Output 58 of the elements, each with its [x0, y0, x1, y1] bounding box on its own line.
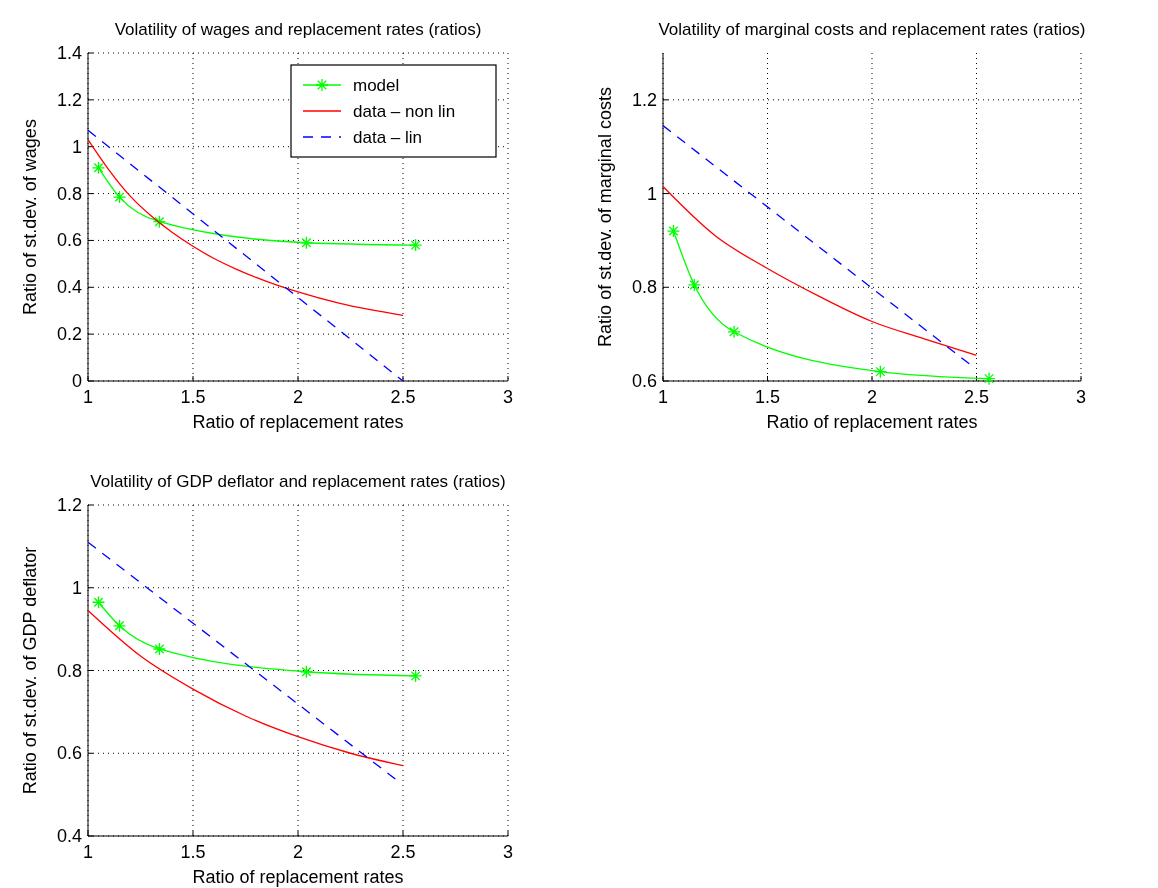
- line-series: [662, 185, 978, 356]
- y-tick-label: 0.8: [631, 277, 657, 298]
- x-axis-title: Ratio of replacement rates: [766, 412, 978, 432]
- y-tick-label: 0: [71, 371, 82, 391]
- point: [666, 224, 681, 238]
- x-tick-label: 2.5: [963, 387, 990, 407]
- x-tick-label: 2.5: [390, 842, 416, 862]
- point: [299, 236, 314, 250]
- y-tick-label: 0.4: [56, 826, 82, 846]
- point: [408, 238, 423, 252]
- y-tick-label: 1.4: [56, 43, 82, 63]
- y-tick-label: 0.2: [56, 324, 82, 345]
- x-axis-title: Ratio of replacement rates: [192, 412, 404, 432]
- x-tick-label: 2.5: [390, 387, 416, 407]
- y-axis-title: Ratio of st.dev. of wages: [20, 119, 40, 315]
- x-axis-title: Ratio of replacement rates: [192, 867, 404, 887]
- x-tick-label: 1.5: [754, 387, 781, 407]
- chart-title: Volatility of wages and replacement rates (ratios): [114, 20, 482, 39]
- y-tick-label: 0.6: [56, 230, 82, 251]
- point: [112, 190, 127, 204]
- y-axis-title: Ratio of st.dev. of marginal costs: [595, 87, 615, 347]
- point: [152, 642, 167, 656]
- legend-label: data – lin: [353, 128, 422, 147]
- y-axis-title: Ratio of st.dev. of GDP deflator: [20, 546, 40, 795]
- legend-label: model: [353, 76, 400, 95]
- point: [408, 669, 423, 683]
- point: [152, 215, 167, 229]
- point: [91, 161, 106, 175]
- y-tick-label: 0.8: [56, 660, 82, 681]
- y-tick-label: 1.2: [56, 495, 82, 515]
- point: [299, 665, 314, 679]
- y-tick-label: 1: [71, 136, 82, 157]
- line-series: [87, 609, 404, 767]
- y-tick-label: 1.2: [56, 89, 82, 110]
- y-tick-label: 1: [646, 183, 657, 204]
- point: [873, 364, 888, 379]
- point: [91, 595, 106, 609]
- chart-title: Volatility of marginal costs and replacement rates (ratios): [658, 20, 1086, 39]
- point: [982, 372, 996, 386]
- x-tick-label: 2: [866, 387, 878, 407]
- y-tick-label: 0.6: [631, 371, 657, 391]
- y-tick-label: 1.2: [631, 89, 657, 110]
- x-tick-label: 1.5: [180, 387, 206, 407]
- x-tick-label: 1.5: [180, 842, 206, 862]
- point: [727, 325, 741, 339]
- y-tick-label: 0.6: [56, 743, 82, 764]
- y-tick-label: 1: [71, 577, 82, 598]
- point: [687, 278, 701, 292]
- x-tick-label: 2: [292, 387, 304, 407]
- y-tick-label: 0.4: [56, 277, 82, 298]
- x-tick-label: 2: [292, 842, 304, 862]
- x-tick-label: 3: [502, 387, 514, 407]
- chart-title: Volatility of GDP deflator and replacement rates (ratios): [90, 472, 506, 491]
- point: [112, 619, 127, 633]
- y-tick-label: 0.8: [56, 183, 82, 204]
- legend-label: data – non lin: [353, 102, 456, 121]
- x-tick-label: 3: [1075, 387, 1087, 407]
- x-tick-label: 3: [502, 842, 514, 862]
